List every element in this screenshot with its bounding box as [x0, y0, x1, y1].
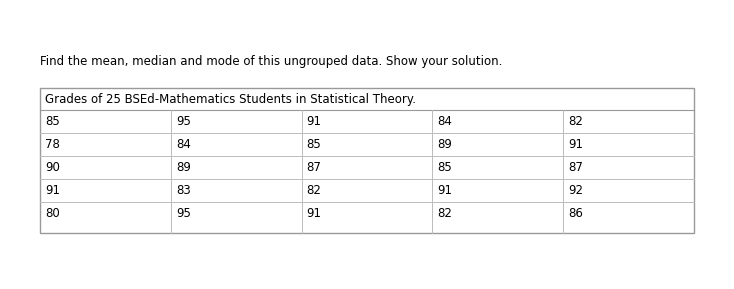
Text: 84: 84: [437, 115, 452, 128]
Text: 89: 89: [437, 138, 452, 151]
Text: 91: 91: [437, 184, 452, 197]
Text: Find the mean, median and mode of this ungrouped data. Show your solution.: Find the mean, median and mode of this u…: [40, 55, 503, 68]
Text: 90: 90: [45, 161, 60, 174]
Text: 95: 95: [176, 115, 191, 128]
Text: 86: 86: [568, 207, 583, 220]
Text: 85: 85: [307, 138, 321, 151]
Text: 95: 95: [176, 207, 191, 220]
Text: Grades of 25 BSEd-Mathematics Students in Statistical Theory.: Grades of 25 BSEd-Mathematics Students i…: [45, 92, 416, 105]
Text: 87: 87: [568, 161, 583, 174]
Text: 91: 91: [307, 115, 321, 128]
Text: 91: 91: [307, 207, 321, 220]
Text: 78: 78: [45, 138, 60, 151]
Text: 80: 80: [45, 207, 59, 220]
Text: 85: 85: [437, 161, 452, 174]
Text: 83: 83: [176, 184, 191, 197]
Text: 91: 91: [45, 184, 60, 197]
Bar: [40, 88, 694, 233]
Text: 82: 82: [437, 207, 452, 220]
Text: 84: 84: [176, 138, 191, 151]
Text: 82: 82: [568, 115, 583, 128]
Text: 82: 82: [307, 184, 321, 197]
Text: 87: 87: [307, 161, 321, 174]
Text: 89: 89: [176, 161, 191, 174]
Text: 91: 91: [568, 138, 584, 151]
Text: 92: 92: [568, 184, 584, 197]
Text: 85: 85: [45, 115, 59, 128]
